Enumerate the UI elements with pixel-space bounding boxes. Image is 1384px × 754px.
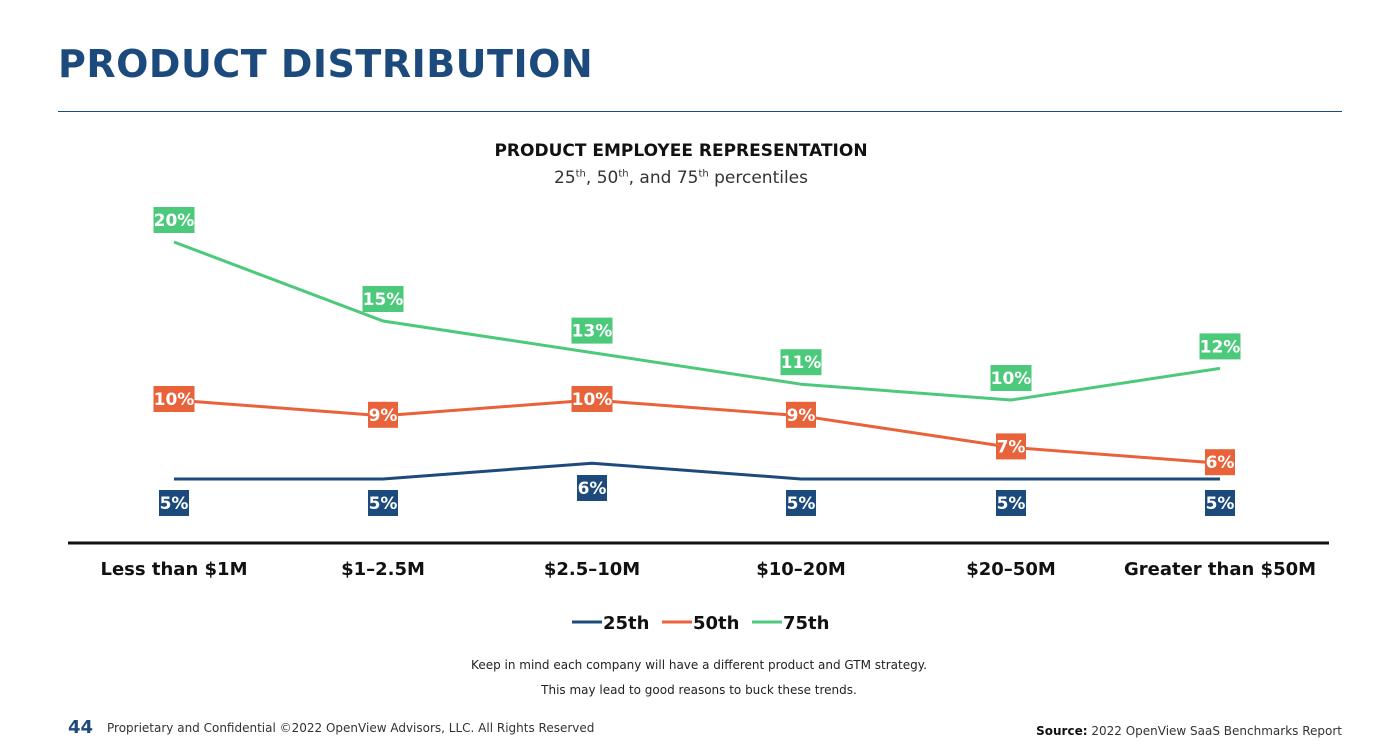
x-tick-label: Less than $1M <box>101 559 248 580</box>
series-line-50th <box>173 398 1221 465</box>
data-label-box <box>362 286 404 312</box>
source-credit: Source: 2022 OpenView SaaS Benchmarks Re… <box>1036 724 1342 738</box>
data-label: 9% <box>369 406 398 426</box>
data-label-box <box>1199 333 1241 360</box>
legend-label: 75th <box>783 613 829 634</box>
data-label-box <box>786 490 816 516</box>
subtitle-part-4: percentiles <box>708 168 808 188</box>
legend-label: 50th <box>693 613 739 634</box>
data-label-box <box>153 207 195 233</box>
data-label-box <box>996 433 1026 460</box>
source-text: 2022 OpenView SaaS Benchmarks Report <box>1091 724 1342 738</box>
series-line-25th <box>174 461 1220 481</box>
data-label-box <box>153 386 195 412</box>
data-label-box <box>990 365 1032 391</box>
x-tick-label: Greater than $50M <box>1124 559 1316 580</box>
data-label-box <box>368 490 398 516</box>
data-label: 12% <box>1200 337 1241 357</box>
subtitle-sup-1: th <box>575 168 586 180</box>
chart-title: PRODUCT EMPLOYEE REPRESENTATION <box>494 141 868 161</box>
data-label: 13% <box>572 322 613 342</box>
subtitle-sup-3: th <box>698 168 709 180</box>
data-label: 20% <box>154 211 195 231</box>
chart-subtitle: 25th, 50th, and 75th percentiles <box>0 168 1362 188</box>
data-label-box <box>780 349 822 376</box>
data-label-box <box>571 317 613 344</box>
data-label-box <box>1205 449 1235 476</box>
data-label-box <box>786 401 816 428</box>
data-label: 10% <box>154 390 195 410</box>
data-label: 5% <box>160 494 189 514</box>
data-label-box <box>996 490 1026 516</box>
source-label: Source: <box>1036 724 1088 738</box>
data-label: 6% <box>1206 453 1235 473</box>
note-line-2: This may lead to good reasons to buck th… <box>541 683 857 697</box>
data-label: 5% <box>1206 494 1235 514</box>
x-tick-label: $2.5–10M <box>544 559 640 580</box>
title-divider <box>58 111 1342 112</box>
data-label: 11% <box>781 353 822 373</box>
data-label: 5% <box>997 494 1026 514</box>
series-line-75th <box>173 240 1221 402</box>
footer-copyright: Proprietary and Confidential ©2022 OpenV… <box>107 721 595 735</box>
data-label-box <box>577 475 607 501</box>
data-label-box <box>159 490 189 516</box>
page-title: PRODUCT DISTRIBUTION <box>58 42 594 86</box>
x-tick-label: $20–50M <box>966 559 1056 580</box>
subtitle-part-1: 25 <box>554 168 576 188</box>
data-label: 9% <box>787 406 816 426</box>
data-label: 5% <box>369 494 398 514</box>
subtitle-sup-2: th <box>618 168 629 180</box>
data-label: 15% <box>363 290 404 310</box>
note-line-1: Keep in mind each company will have a di… <box>471 658 927 672</box>
data-label-box <box>368 401 398 428</box>
x-tick-label: $1–2.5M <box>341 559 425 580</box>
data-label-box <box>1205 490 1235 516</box>
data-label: 7% <box>997 437 1026 457</box>
data-label: 6% <box>578 479 607 499</box>
data-label: 5% <box>787 494 816 514</box>
data-label: 10% <box>991 369 1032 389</box>
subtitle-part-2: , 50 <box>585 168 619 188</box>
page-number: 44 <box>68 717 94 738</box>
x-tick-label: $10–20M <box>756 559 846 580</box>
data-label: 10% <box>572 390 613 410</box>
legend-label: 25th <box>603 613 649 634</box>
subtitle-part-3: , and 75 <box>628 168 699 188</box>
data-label-box <box>571 386 613 412</box>
